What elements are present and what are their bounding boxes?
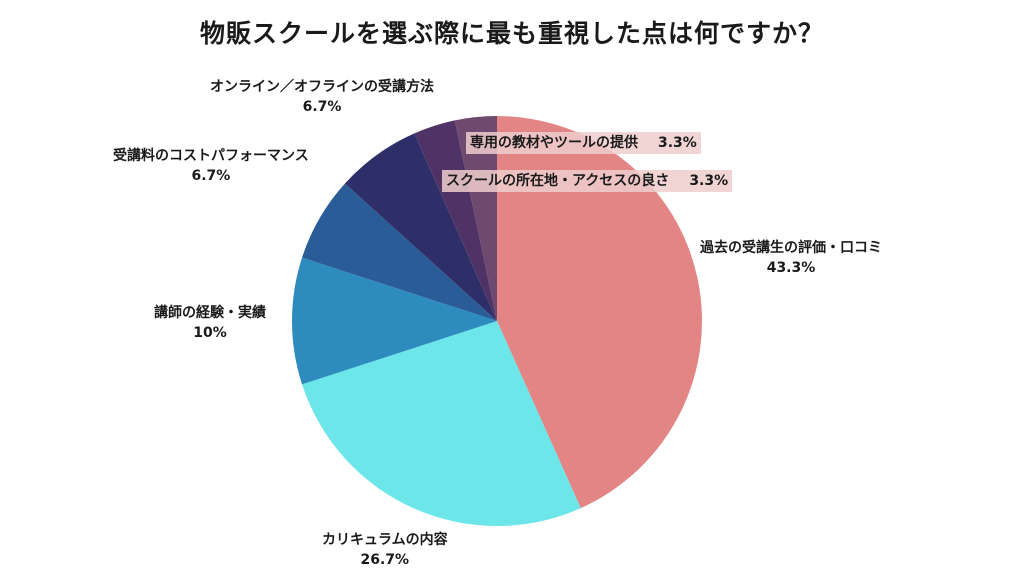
pie-slice-5 [414, 120, 497, 321]
label-reviews: 過去の受講生の評価・口コミ 43.3% [700, 238, 882, 278]
label-location-value: 3.3% [689, 173, 729, 189]
label-cost-text: 受講料のコストパフォーマンス [113, 148, 309, 164]
pie-slice-6 [454, 116, 497, 321]
label-cost-value: 6.7% [191, 168, 231, 184]
pie-slice-4 [344, 133, 497, 321]
pie-slice-0 [497, 116, 702, 509]
label-curriculum: カリキュラムの内容 26.7% [322, 530, 448, 570]
label-materials: 専用の教材やツールの提供 3.3% [466, 132, 701, 154]
chart-title: 物販スクールを選ぶ際に最も重視した点は何ですか？ [199, 19, 824, 48]
label-materials-text: 専用の教材やツールの提供 [470, 135, 638, 151]
label-reviews-value: 43.3% [766, 260, 816, 276]
label-materials-value: 3.3% [658, 135, 697, 151]
pie-slice-1 [302, 321, 581, 526]
pie-slice-2 [291, 257, 497, 385]
label-online-offline-value: 6.7% [302, 99, 342, 115]
label-location-text: スクールの所在地・アクセスの良さ [446, 173, 670, 189]
label-instructor: 講師の経験・実績 10% [154, 303, 266, 343]
pie-slice-3 [302, 183, 497, 321]
label-curriculum-value: 26.7% [360, 552, 410, 568]
label-location: スクールの所在地・アクセスの良さ 3.3% [442, 170, 733, 192]
label-online-offline-text: オンライン／オフラインの受講方法 [210, 79, 434, 95]
label-instructor-value: 10% [193, 325, 227, 341]
label-curriculum-text: カリキュラムの内容 [322, 532, 448, 548]
label-reviews-text: 過去の受講生の評価・口コミ [700, 240, 882, 256]
label-cost: 受講料のコストパフォーマンス 6.7% [113, 146, 309, 186]
label-online-offline: オンライン／オフラインの受講方法 6.7% [210, 77, 434, 117]
label-instructor-text: 講師の経験・実績 [154, 305, 266, 321]
